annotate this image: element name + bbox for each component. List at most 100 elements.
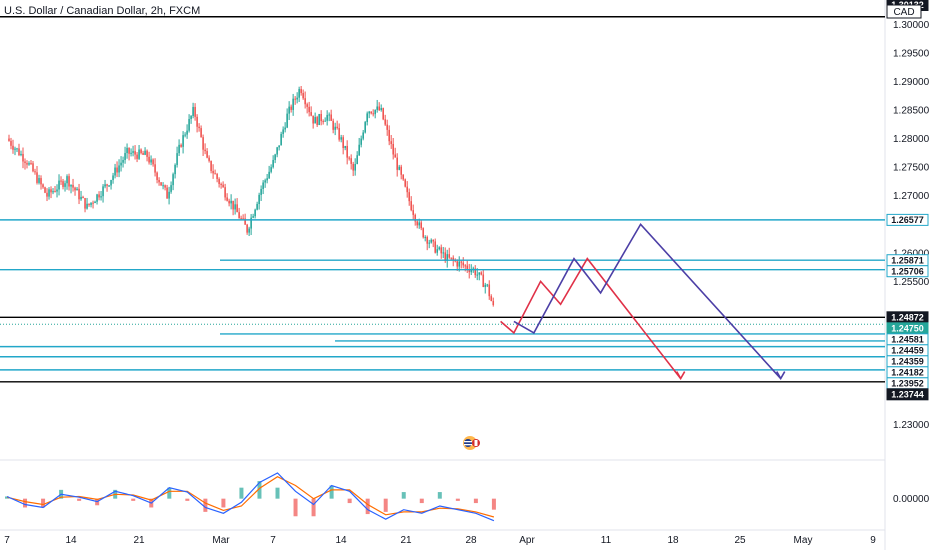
candle-body-64	[136, 154, 138, 159]
candle-body-101	[210, 160, 212, 171]
candle-body-75	[158, 179, 160, 183]
candle-body-154	[316, 117, 318, 125]
price-label-1-25706[interactable]: 1.25706	[886, 265, 929, 278]
candle-body-7	[22, 153, 24, 162]
candle-body-203	[414, 214, 417, 222]
candle-body-44	[96, 194, 98, 202]
y-tick-label-9: 1.23000	[893, 420, 930, 431]
candle-body-200	[408, 192, 411, 202]
candle-body-137	[282, 129, 284, 134]
candle-body-98	[204, 149, 206, 152]
candle-body-111	[230, 200, 232, 204]
price-label-1-24872[interactable]: 1.24872	[886, 311, 929, 324]
candle-body-173	[354, 163, 356, 171]
candle-body-115	[238, 212, 240, 219]
candle-body-212	[432, 239, 435, 242]
candle-body-187	[382, 108, 384, 120]
candle-body-202	[412, 210, 415, 215]
projection-blue-path[interactable]	[513, 222, 782, 380]
price-label-1-25871[interactable]: 1.25871	[886, 254, 929, 267]
candle-body-190	[388, 129, 390, 142]
x-tick-label-5: 14	[335, 535, 347, 546]
candle-body-105	[218, 178, 220, 184]
candle-body-50	[108, 185, 110, 187]
price-label-1-24459[interactable]: 1.24459	[886, 344, 929, 357]
y-tick-label-1: 1.29500	[893, 48, 930, 59]
candle-body-186	[380, 108, 382, 110]
candle-body-169	[346, 145, 348, 158]
price-label-1-26577[interactable]: 1.26577	[886, 213, 929, 226]
candle-body-45	[98, 194, 100, 198]
candle-body-92	[192, 106, 194, 116]
candle-body-158	[324, 120, 326, 122]
candle-body-131	[270, 167, 272, 172]
candle-body-14	[36, 172, 38, 183]
candle-body-236	[480, 272, 483, 275]
macd-histogram-bar-1	[23, 498, 28, 508]
y-tick-label-0: 1.30000	[893, 20, 930, 31]
macd-histogram-bar-22	[401, 492, 406, 499]
macd-histogram-bar-25	[455, 498, 460, 501]
candle-body-184	[376, 106, 378, 110]
candle-body-136	[280, 133, 282, 146]
candle-body-193	[394, 154, 396, 158]
candle-body-116	[240, 218, 242, 220]
price-label-1-24359[interactable]: 1.24359	[886, 355, 929, 368]
candle-body-57	[122, 160, 124, 163]
price-label-text-1: 1.25871	[891, 255, 924, 265]
candle-body-139	[286, 113, 288, 128]
candle-body-118	[244, 218, 246, 225]
macd-histogram-bar-10	[185, 498, 190, 501]
candle-body-242	[492, 300, 495, 305]
candle-body-51	[110, 180, 112, 186]
candle-body-56	[120, 162, 122, 166]
candle-body-42	[92, 202, 94, 204]
plot-area[interactable]	[0, 0, 885, 530]
candle-body-150	[308, 106, 310, 113]
price-label-text-8: 1.24182	[891, 368, 924, 378]
candle-body-159	[326, 115, 328, 121]
macd-histogram-bar-27	[491, 498, 496, 510]
candle-body-145	[298, 89, 300, 98]
candle-body-58	[124, 153, 126, 161]
candle-body-41	[90, 202, 92, 205]
us-canada-flags-icon[interactable]	[463, 436, 480, 450]
candle-body-211	[430, 239, 433, 243]
candle-body-179	[366, 113, 368, 123]
price-label-1-24581[interactable]: 1.24581	[886, 333, 929, 346]
candle-body-194	[396, 157, 398, 170]
candle-body-107	[222, 184, 224, 188]
candle-body-198	[404, 179, 406, 187]
price-label-1-23744[interactable]: 1.23744	[886, 388, 929, 401]
projection-blue-path-arrow-head	[776, 371, 786, 381]
price-label-1-23952[interactable]: 1.23952	[886, 377, 929, 390]
candle-body-206	[420, 222, 423, 229]
candle-body-167	[342, 137, 344, 149]
macd-histogram-bar-23	[419, 498, 424, 504]
candle-body-215	[438, 247, 441, 250]
candle-body-228	[464, 265, 467, 267]
candle-body-104	[216, 173, 218, 179]
candle-body-114	[236, 204, 238, 213]
candle-body-221	[450, 257, 453, 259]
candle-body-74	[156, 172, 158, 180]
candle-body-38	[84, 198, 86, 209]
candle-body-32	[72, 184, 74, 188]
candle-body-205	[418, 222, 421, 226]
candle-body-235	[478, 272, 481, 275]
candle-body-31	[70, 184, 72, 187]
projection-red-path[interactable]	[500, 257, 682, 380]
price-label-1-24750[interactable]: 1.24750	[886, 322, 929, 335]
candle-body-209	[426, 237, 429, 244]
candle-body-222	[452, 257, 455, 261]
currency-badge[interactable]: CAD	[886, 4, 922, 19]
price-label-1-24182[interactable]: 1.24182	[886, 366, 929, 379]
candle-body-174	[356, 155, 358, 164]
candle-body-33	[74, 187, 76, 191]
macd-line[interactable]	[6, 472, 495, 522]
candle-body-113	[234, 204, 236, 210]
price-label-text-7: 1.24359	[891, 357, 924, 367]
